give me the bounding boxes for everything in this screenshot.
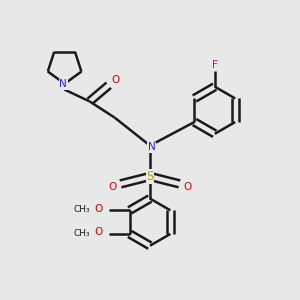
Text: N: N	[59, 79, 67, 89]
Text: F: F	[212, 60, 218, 70]
Text: O: O	[94, 227, 103, 237]
Text: CH₃: CH₃	[74, 205, 90, 214]
Text: S: S	[146, 170, 154, 183]
Text: N: N	[148, 142, 155, 152]
Text: O: O	[184, 182, 192, 192]
Text: CH₃: CH₃	[74, 229, 90, 238]
Text: O: O	[108, 182, 116, 192]
Text: O: O	[94, 204, 103, 214]
Text: O: O	[111, 75, 119, 85]
